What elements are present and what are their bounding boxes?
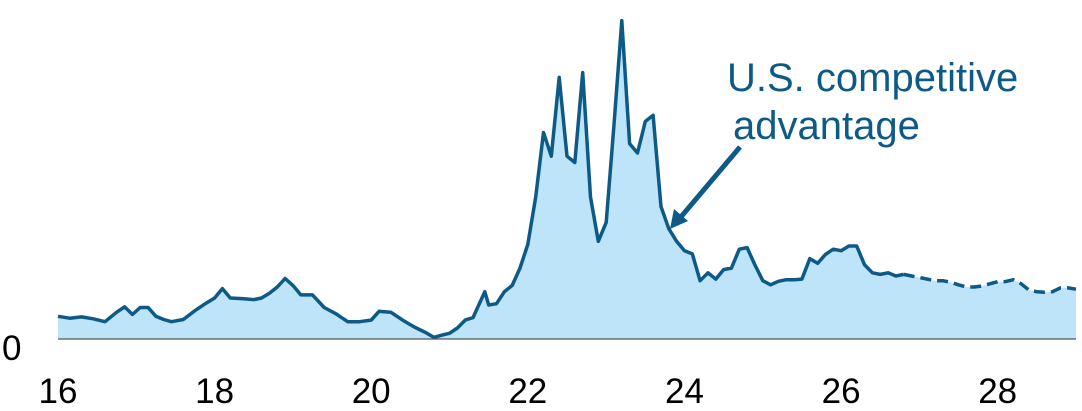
tick-layer: 16 18 20 22 24 26 28: [39, 372, 1018, 411]
x-tick-label-28: 28: [978, 372, 1017, 411]
y-tick-label-0: 0: [2, 329, 21, 368]
x-tick-label-24: 24: [665, 372, 704, 411]
series-line-solid: [57, 18, 905, 340]
annotation-arrow-head: [670, 209, 688, 229]
x-tick-label-18: 18: [195, 372, 234, 411]
x-tick-label-22: 22: [508, 372, 547, 411]
annotation-line-1: U.S. competitive: [727, 56, 1018, 100]
x-tick-label-16: 16: [39, 372, 78, 411]
annotation-arrow-shaft: [678, 145, 742, 220]
x-tick-label-20: 20: [352, 372, 391, 411]
line-layer: [57, 18, 1077, 340]
series-line-dashed: [903, 272, 1077, 295]
annotation-line-2: advantage: [733, 104, 920, 148]
x-tick-label-26: 26: [822, 372, 861, 411]
